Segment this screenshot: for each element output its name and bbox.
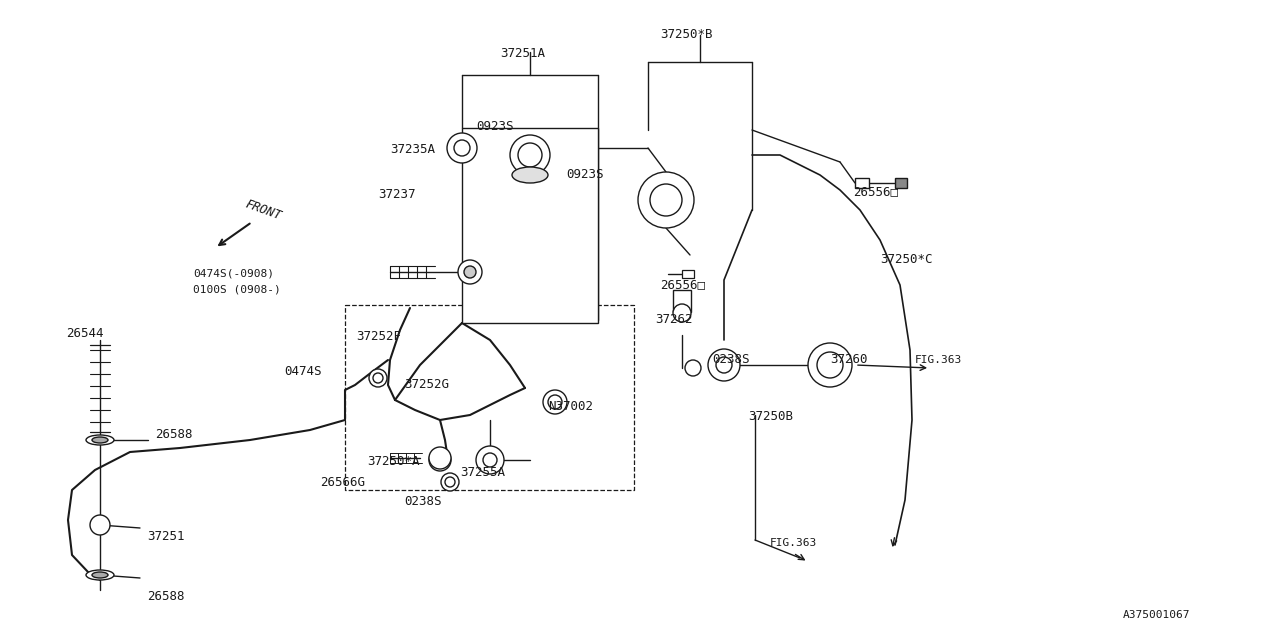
Text: 0474S(-0908): 0474S(-0908) [193, 268, 274, 278]
Text: 37250*B: 37250*B [660, 28, 713, 41]
Circle shape [548, 395, 562, 409]
Text: 26556□: 26556□ [852, 185, 899, 198]
Circle shape [372, 373, 383, 383]
Bar [682, 270, 694, 278]
Bar [895, 178, 908, 188]
Text: 0238S: 0238S [712, 353, 750, 366]
Text: 37252G: 37252G [404, 378, 449, 391]
Text: 26566G: 26566G [320, 476, 365, 489]
Text: 37250B: 37250B [748, 410, 794, 423]
Circle shape [708, 349, 740, 381]
Circle shape [685, 360, 701, 376]
Circle shape [673, 304, 691, 322]
Text: N37002: N37002 [548, 400, 593, 413]
Circle shape [518, 143, 541, 167]
Circle shape [716, 357, 732, 373]
Ellipse shape [86, 570, 114, 580]
Text: 0474S: 0474S [284, 365, 321, 378]
Text: 26544: 26544 [67, 327, 104, 340]
Text: 37260: 37260 [829, 353, 868, 366]
Ellipse shape [86, 435, 114, 445]
Text: 37235A: 37235A [390, 143, 435, 156]
Circle shape [650, 184, 682, 216]
Text: 26588: 26588 [147, 590, 184, 603]
Circle shape [808, 343, 852, 387]
Text: 0238S: 0238S [404, 495, 442, 508]
Text: 37262: 37262 [655, 313, 692, 326]
Text: 37251: 37251 [147, 530, 184, 543]
Text: 37237: 37237 [378, 188, 416, 201]
Ellipse shape [512, 167, 548, 183]
Text: 37251A: 37251A [500, 47, 545, 60]
Circle shape [429, 449, 451, 471]
Circle shape [483, 453, 497, 467]
Circle shape [90, 515, 110, 535]
Text: 37252F: 37252F [356, 330, 401, 343]
Text: 0100S (0908-): 0100S (0908-) [193, 285, 280, 295]
Text: FIG.363: FIG.363 [915, 355, 963, 365]
Circle shape [509, 135, 550, 175]
Text: 26556□: 26556□ [660, 278, 705, 291]
Circle shape [458, 260, 483, 284]
Text: 37250*C: 37250*C [881, 253, 933, 266]
Text: 0923S: 0923S [476, 120, 513, 133]
Circle shape [442, 473, 460, 491]
Circle shape [476, 446, 504, 474]
Text: 26588: 26588 [155, 428, 192, 441]
Bar [462, 128, 598, 323]
Circle shape [429, 447, 451, 469]
Text: 0923S: 0923S [566, 168, 603, 181]
Ellipse shape [92, 572, 108, 578]
Bar [855, 178, 869, 188]
Circle shape [637, 172, 694, 228]
Text: FRONT: FRONT [243, 198, 283, 223]
Text: FIG.363: FIG.363 [771, 538, 817, 548]
Ellipse shape [92, 437, 108, 443]
Circle shape [447, 133, 477, 163]
Circle shape [434, 454, 445, 466]
Text: 37255A: 37255A [460, 466, 506, 479]
Circle shape [369, 369, 387, 387]
Text: A375001067: A375001067 [1123, 610, 1190, 620]
Circle shape [445, 477, 454, 487]
Text: 37250*A: 37250*A [367, 455, 420, 468]
Circle shape [454, 140, 470, 156]
Circle shape [465, 266, 476, 278]
Circle shape [817, 352, 844, 378]
Circle shape [543, 390, 567, 414]
Bar [673, 290, 691, 312]
